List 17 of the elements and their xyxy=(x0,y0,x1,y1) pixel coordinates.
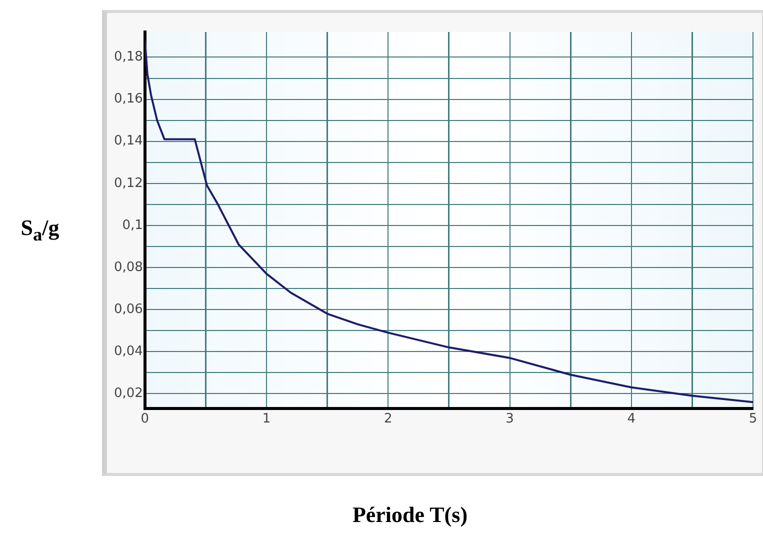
y-tick-label: 0,18 xyxy=(114,50,143,65)
x-tick-label: 5 xyxy=(748,412,758,427)
y-tick-label: 0,04 xyxy=(114,344,143,359)
x-tick-label: 0 xyxy=(140,412,150,427)
x-tick-label: 1 xyxy=(262,412,271,427)
x-tick-label: 3 xyxy=(506,412,514,427)
x-tick-label: 2 xyxy=(384,412,392,427)
y-tick-label: 0,02 xyxy=(114,386,143,402)
y-tick-label: 0,14 xyxy=(114,134,143,149)
x-tick-label: 4 xyxy=(627,412,636,427)
y-tick-label: 0,12 xyxy=(114,176,143,191)
y-tick-label: 0,06 xyxy=(114,302,143,317)
y-tick-label: 0,16 xyxy=(114,92,143,107)
y-tick-label: 0,08 xyxy=(114,260,143,275)
y-tick-label: 0,1 xyxy=(122,218,143,233)
y-axis-title: S$_{a}$/g xyxy=(20,215,60,246)
x-axis-title: Période T(s) xyxy=(351,502,469,528)
